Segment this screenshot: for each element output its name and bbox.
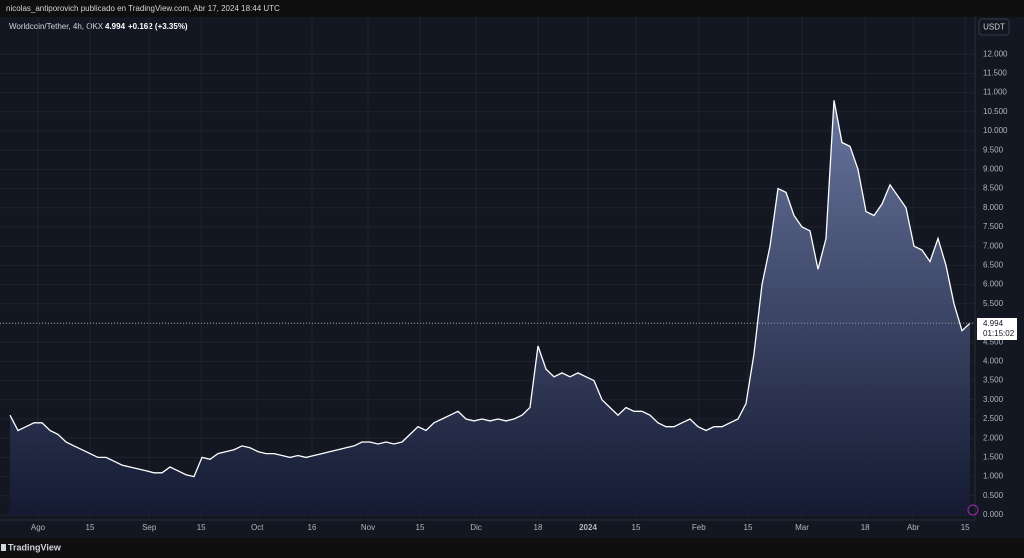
y-tick-label: 7.500 [983, 222, 1004, 231]
x-tick-label: Nov [361, 523, 375, 532]
x-tick-label: Feb [692, 523, 706, 532]
x-tick-label: Mar [795, 523, 809, 532]
price-tag [977, 318, 1017, 340]
y-tick-label: 9.000 [983, 165, 1004, 174]
change: +0.162 (+3.35%) [128, 22, 188, 31]
x-tick-label: Sep [142, 523, 157, 532]
x-tick-label: 16 [308, 523, 317, 532]
y-tick-label: 10.000 [983, 126, 1008, 135]
caption: nicolas_antiporovich publicado en Tradin… [6, 4, 280, 13]
x-tick-label: Ago [31, 523, 46, 532]
brand: TradingView [8, 542, 62, 552]
brand-icon [1, 544, 6, 551]
y-tick-label: 3.500 [983, 376, 1004, 385]
y-tick-label: 10.500 [983, 107, 1008, 116]
x-tick-label: Oct [251, 523, 264, 532]
y-tick-label: 8.500 [983, 184, 1004, 193]
y-tick-label: 4.000 [983, 357, 1004, 366]
currency-button[interactable] [978, 18, 1010, 36]
x-tick-label: 15 [744, 523, 753, 532]
y-tick-label: 1.500 [983, 453, 1004, 462]
currency[interactable]: USDT [983, 23, 1005, 32]
y-tick-label: 12.000 [983, 49, 1008, 58]
area [10, 100, 970, 516]
y-tick-label: 0.000 [983, 510, 1004, 519]
y-tick-label: 1.000 [983, 472, 1004, 481]
y-tick-label: 3.000 [983, 395, 1004, 404]
y-tick-label: 2.000 [983, 433, 1004, 442]
y-tick-label: 0.500 [983, 491, 1004, 500]
y-tick-label: 5.500 [983, 299, 1004, 308]
price-tag-value: 4.994 [983, 319, 1004, 328]
x-tick-label: 2024 [579, 523, 597, 532]
x-tick-label: 15 [86, 523, 95, 532]
y-tick-label: 9.500 [983, 145, 1004, 154]
y-tick-label: 11.500 [983, 69, 1007, 78]
x-tick-label: 18 [861, 523, 870, 532]
y-tick-label: 11.000 [983, 88, 1007, 97]
x-tick-label: Dic [470, 523, 482, 532]
x-tick-label: 15 [197, 523, 206, 532]
y-tick-label: 4.500 [983, 337, 1004, 346]
line [9, 100, 971, 478]
symbol: Worldcoin/Tether, 4h, OKX [9, 22, 104, 31]
y-tick-label: 2.500 [983, 414, 1004, 423]
y-tick-label: 8.000 [983, 203, 1004, 212]
legend-price: 4.994 [105, 22, 126, 31]
x-tick-label: Abr [907, 523, 920, 532]
y-tick-label: 6.500 [983, 261, 1004, 270]
x-tick-label: 15 [961, 523, 970, 532]
x-tick-label: 15 [416, 523, 425, 532]
countdown: 01:15:02 [983, 329, 1015, 338]
y-tick-label: 7.000 [983, 241, 1004, 250]
event-icon[interactable] [967, 504, 979, 516]
y-tick-label: 6.000 [983, 280, 1004, 289]
x-tick-label: 15 [632, 523, 641, 532]
x-tick-label: 18 [534, 523, 543, 532]
